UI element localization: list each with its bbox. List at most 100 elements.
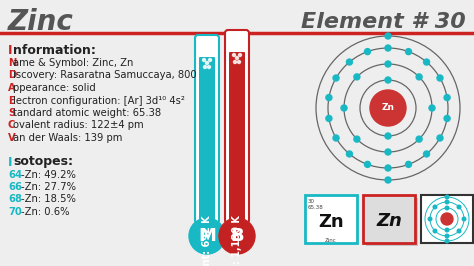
Circle shape [445,234,449,238]
Circle shape [406,161,411,167]
Circle shape [445,239,449,243]
Circle shape [445,206,449,210]
Circle shape [341,105,347,111]
Circle shape [208,65,210,69]
Text: lectron configuration: [Ar] 3d¹⁰ 4s²: lectron configuration: [Ar] 3d¹⁰ 4s² [13,95,185,106]
Circle shape [429,105,435,111]
Circle shape [428,217,432,221]
Circle shape [326,115,332,121]
Text: B: B [230,227,244,245]
Circle shape [437,75,443,81]
Circle shape [354,136,360,142]
Text: S: S [8,108,15,118]
Circle shape [219,218,255,254]
Text: I: I [8,44,12,57]
Text: -Zn: 49.2%: -Zn: 49.2% [21,169,76,180]
Text: Melting Point: 692 K: Melting Point: 692 K [202,215,212,266]
Text: C: C [8,120,15,131]
Circle shape [444,115,450,121]
Text: 70: 70 [8,207,22,217]
Circle shape [433,229,437,233]
Bar [366,198,418,246]
Text: Element # 30: Element # 30 [301,12,466,32]
Circle shape [385,61,391,67]
Circle shape [444,95,450,101]
Circle shape [370,90,406,126]
Circle shape [385,133,391,139]
Circle shape [445,195,449,199]
Text: Zn: Zn [376,212,402,230]
Text: 64: 64 [8,169,22,180]
Circle shape [236,56,238,60]
Circle shape [462,217,466,221]
Circle shape [326,95,332,101]
Text: 68: 68 [8,194,22,205]
Text: 65.38: 65.38 [308,205,324,210]
Circle shape [206,61,209,64]
Circle shape [234,60,237,64]
Circle shape [416,74,422,80]
Bar [305,195,357,243]
Text: -Zn: 27.7%: -Zn: 27.7% [21,182,76,192]
Circle shape [237,60,240,64]
Circle shape [333,75,339,81]
Text: Zn: Zn [382,103,394,113]
Text: Zn: Zn [318,213,344,231]
Text: ame & Symbol: Zinc, Zn: ame & Symbol: Zinc, Zn [13,58,133,68]
Text: N: N [8,58,17,68]
Text: iscovery: Rasaratna Samuccaya, 800: iscovery: Rasaratna Samuccaya, 800 [13,70,197,81]
FancyBboxPatch shape [195,35,219,223]
Circle shape [441,213,453,225]
Text: ovalent radius: 122±4 pm: ovalent radius: 122±4 pm [13,120,144,131]
FancyBboxPatch shape [199,57,215,221]
Text: an der Waals: 139 pm: an der Waals: 139 pm [13,133,122,143]
Text: -Zn: 18.5%: -Zn: 18.5% [21,194,76,205]
Circle shape [346,59,353,65]
Circle shape [385,165,391,171]
Circle shape [424,151,429,157]
Circle shape [437,135,443,141]
Text: sotopes:: sotopes: [13,156,73,168]
Circle shape [354,74,360,80]
Circle shape [333,135,339,141]
Text: Boiling Point: 1,180 K: Boiling Point: 1,180 K [232,215,242,266]
Bar [421,195,473,243]
Text: nformation:: nformation: [13,44,96,57]
Circle shape [202,59,206,61]
Circle shape [385,177,391,183]
Circle shape [457,205,461,209]
Text: tandard atomic weight: 65.38: tandard atomic weight: 65.38 [13,108,161,118]
Circle shape [433,205,437,209]
Circle shape [203,65,207,69]
Circle shape [445,200,449,204]
Circle shape [385,45,391,51]
FancyBboxPatch shape [229,52,245,221]
Circle shape [416,136,422,142]
Text: A: A [8,83,16,93]
Circle shape [424,59,429,65]
Circle shape [365,161,371,167]
Circle shape [233,53,236,56]
Circle shape [209,59,211,61]
Circle shape [445,228,449,232]
Circle shape [385,149,391,155]
Text: V: V [8,133,16,143]
Circle shape [365,49,371,55]
Text: D: D [8,70,16,81]
Circle shape [457,229,461,233]
Text: Zinc: Zinc [325,238,337,243]
Circle shape [189,218,225,254]
Text: E: E [8,95,15,106]
Circle shape [406,49,411,55]
Circle shape [385,77,391,83]
Text: Zinc: Zinc [8,8,74,36]
Text: I: I [8,156,12,168]
Text: 30: 30 [308,199,315,204]
FancyBboxPatch shape [225,30,249,223]
Text: ppearance: solid: ppearance: solid [13,83,96,93]
Circle shape [238,53,241,56]
Circle shape [385,33,391,39]
Text: M: M [198,227,216,245]
Circle shape [346,151,353,157]
Text: -Zn: 0.6%: -Zn: 0.6% [21,207,70,217]
